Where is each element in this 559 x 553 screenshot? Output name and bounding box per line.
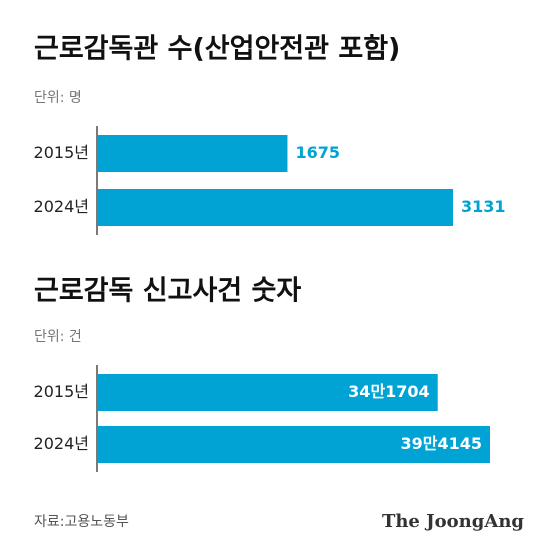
category-label: 2015년 xyxy=(34,382,89,401)
value-label: 39만4145 xyxy=(400,434,482,453)
source: 자료:고용노동부 xyxy=(34,514,129,530)
bar xyxy=(97,189,453,226)
value-label: 1675 xyxy=(295,143,340,162)
category-label: 2024년 xyxy=(34,197,89,216)
bar xyxy=(97,426,490,463)
value-label: 34만1704 xyxy=(348,382,430,401)
category-label: 2015년 xyxy=(34,143,89,162)
chart-title: 근로감독관 수(산업안전관 포함) xyxy=(34,34,400,65)
brand-logo: The JoongAng xyxy=(382,511,524,532)
unit-label: 단위: 건 xyxy=(34,329,82,345)
bar xyxy=(97,374,438,411)
unit-label: 단위: 명 xyxy=(34,90,82,106)
category-label: 2024년 xyxy=(34,434,89,453)
bar xyxy=(97,135,288,172)
value-label: 3131 xyxy=(461,197,506,216)
chart-title: 근로감독 신고사건 숫자 xyxy=(34,276,301,307)
